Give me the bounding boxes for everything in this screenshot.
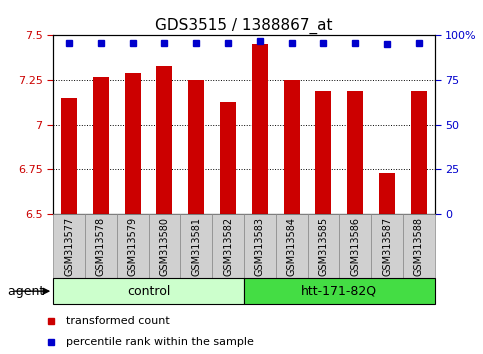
Bar bbox=[276, 214, 308, 278]
Text: GSM313580: GSM313580 bbox=[159, 217, 170, 275]
Bar bbox=[53, 214, 85, 278]
Text: GSM313577: GSM313577 bbox=[64, 216, 74, 276]
Bar bbox=[315, 91, 331, 214]
Text: GSM313582: GSM313582 bbox=[223, 216, 233, 276]
Text: percentile rank within the sample: percentile rank within the sample bbox=[66, 337, 254, 347]
Bar bbox=[125, 73, 141, 214]
Text: htt-171-82Q: htt-171-82Q bbox=[301, 285, 377, 298]
Text: GSM313579: GSM313579 bbox=[128, 216, 138, 276]
Bar bbox=[61, 98, 77, 214]
Text: transformed count: transformed count bbox=[66, 316, 169, 326]
Bar bbox=[220, 102, 236, 214]
Text: GSM313584: GSM313584 bbox=[286, 217, 297, 275]
Text: GSM313581: GSM313581 bbox=[191, 217, 201, 275]
Bar bbox=[308, 214, 339, 278]
Bar bbox=[347, 91, 363, 214]
Text: GSM313578: GSM313578 bbox=[96, 216, 106, 276]
Bar bbox=[379, 173, 395, 214]
Bar bbox=[149, 214, 180, 278]
Bar bbox=[284, 80, 299, 214]
Bar bbox=[403, 214, 435, 278]
Bar bbox=[85, 214, 117, 278]
Bar bbox=[188, 80, 204, 214]
Text: GSM313587: GSM313587 bbox=[382, 216, 392, 276]
Bar bbox=[53, 278, 244, 304]
Bar bbox=[180, 214, 212, 278]
Bar bbox=[252, 44, 268, 214]
Bar bbox=[244, 214, 276, 278]
Text: GSM313588: GSM313588 bbox=[414, 217, 424, 275]
Bar bbox=[156, 66, 172, 214]
Bar bbox=[339, 214, 371, 278]
Bar bbox=[371, 214, 403, 278]
Text: control: control bbox=[127, 285, 170, 298]
Text: agent: agent bbox=[8, 285, 48, 298]
Text: GSM313585: GSM313585 bbox=[318, 216, 328, 276]
Bar bbox=[212, 214, 244, 278]
Bar bbox=[117, 214, 149, 278]
Bar bbox=[244, 278, 435, 304]
Bar bbox=[411, 91, 427, 214]
Text: GSM313586: GSM313586 bbox=[350, 217, 360, 275]
Text: GSM313583: GSM313583 bbox=[255, 217, 265, 275]
Title: GDS3515 / 1388867_at: GDS3515 / 1388867_at bbox=[155, 18, 333, 34]
Bar bbox=[93, 76, 109, 214]
